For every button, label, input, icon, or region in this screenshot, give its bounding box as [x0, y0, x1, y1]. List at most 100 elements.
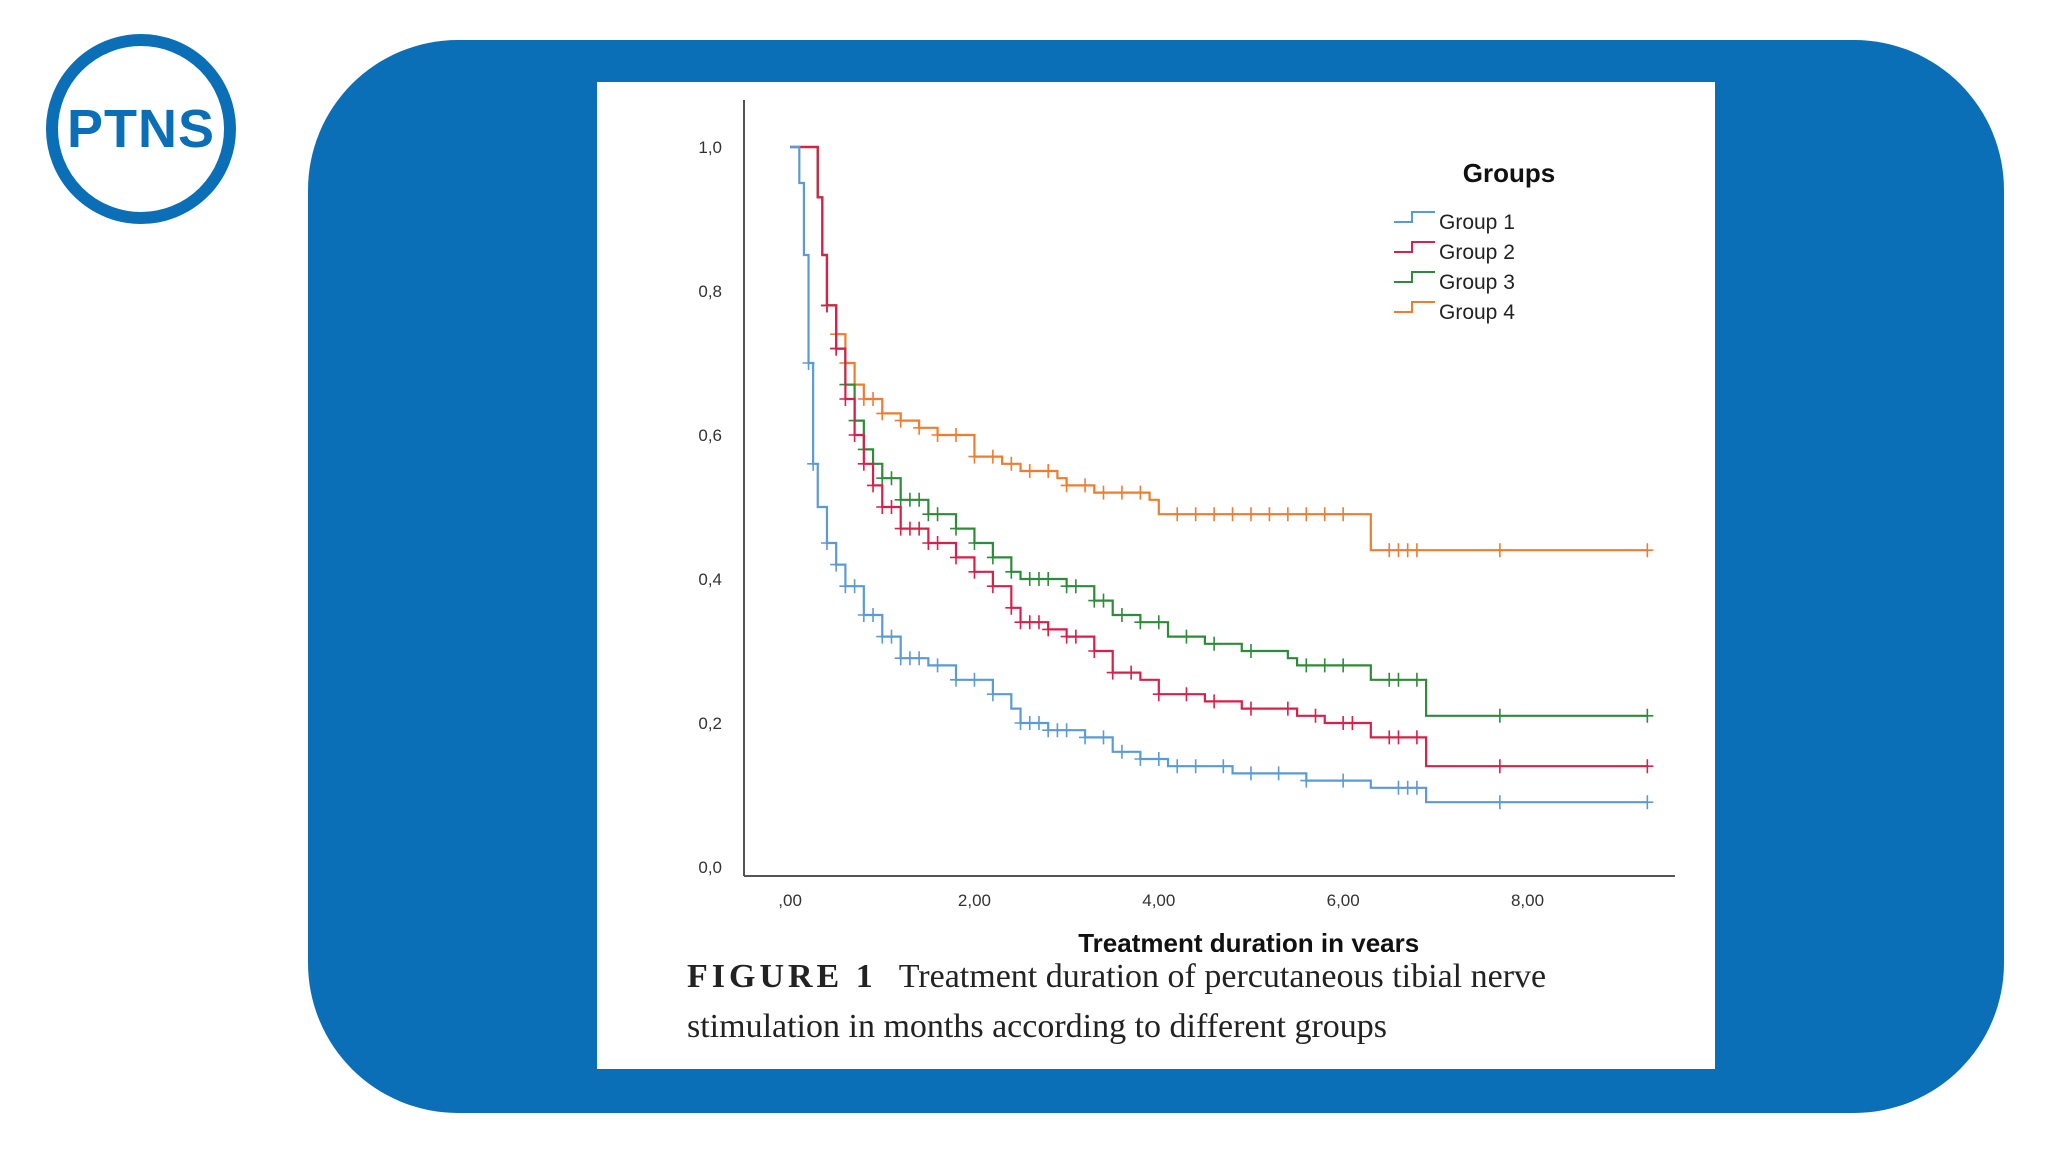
censor-mark	[1079, 730, 1092, 745]
censor-mark	[968, 672, 981, 687]
censor-mark	[1005, 600, 1018, 615]
censor-mark	[848, 579, 861, 594]
figure-card: 0,0 0,2 0,4 0,6 0,8 1,0 ,00 2,00 4,00 6,00 8,00 Gr…	[597, 82, 1715, 1069]
censor-mark	[1493, 795, 1506, 810]
censor-mark	[931, 658, 944, 673]
censor-mark	[1088, 644, 1101, 658]
censor-mark	[1410, 672, 1423, 687]
censor-mark	[1115, 608, 1128, 622]
censor-mark	[1189, 507, 1202, 522]
y-tick-label: 0,0	[698, 858, 722, 877]
x-tick-label: 2,00	[958, 891, 991, 910]
censor-mark	[1263, 507, 1276, 522]
x-tick-label: 4,00	[1142, 891, 1175, 910]
censor-mark	[950, 672, 963, 687]
censor-mark	[830, 341, 843, 356]
censor-mark	[1042, 464, 1055, 478]
series-group-1	[790, 145, 1654, 810]
censor-mark	[931, 507, 944, 522]
y-tick-label: 0,4	[698, 570, 722, 589]
censor-mark	[1300, 773, 1313, 788]
censor-mark	[1410, 780, 1423, 795]
x-axis-title: Treatment duration in years	[1078, 928, 1419, 952]
x-tick-label: 6,00	[1327, 891, 1360, 910]
censor-mark	[1208, 507, 1221, 522]
censor-mark	[1060, 478, 1073, 493]
censor-mark	[1069, 579, 1082, 594]
censor-mark	[950, 521, 963, 536]
legend-swatch	[1394, 301, 1435, 313]
chart-axes: 0,0 0,2 0,4 0,6 0,8 1,0 ,00 2,00 4,00 6,00 8,00	[698, 100, 1675, 910]
y-tick-label: 1,0	[698, 138, 722, 157]
censor-mark	[986, 687, 999, 702]
censor-mark	[931, 536, 944, 550]
censor-mark	[968, 449, 981, 464]
censor-mark	[1318, 658, 1331, 673]
censor-mark	[1392, 672, 1405, 687]
censor-mark	[1392, 730, 1405, 745]
censor-mark	[1180, 687, 1193, 702]
censor-mark	[950, 550, 963, 565]
censor-mark	[1005, 456, 1018, 471]
censor-mark	[885, 471, 898, 486]
censor-mark	[968, 536, 981, 550]
censor-mark	[1493, 708, 1506, 723]
legend-label: Group 4	[1439, 301, 1515, 324]
censor-mark	[1208, 694, 1221, 709]
censor-mark	[1042, 572, 1055, 586]
censor-mark	[913, 420, 926, 435]
censor-mark	[1079, 478, 1092, 493]
censor-mark	[1115, 744, 1128, 759]
censor-mark	[913, 521, 926, 536]
censor-mark	[1171, 759, 1184, 774]
censor-mark	[1346, 716, 1359, 730]
logo-text: PTNS	[66, 99, 216, 159]
censor-mark	[885, 500, 898, 514]
censor-mark	[807, 456, 820, 471]
ptns-logo: PTNS	[46, 34, 236, 224]
censor-mark	[1493, 543, 1506, 558]
censor-mark	[1152, 615, 1165, 630]
censor-mark	[1097, 593, 1110, 608]
legend-label: Group 2	[1439, 241, 1515, 264]
censor-mark	[931, 428, 944, 442]
censor-mark	[1208, 636, 1221, 651]
kaplan-meier-chart: 0,0 0,2 0,4 0,6 0,8 1,0 ,00 2,00 4,00 6,00 8,00 Gr…	[698, 100, 1675, 952]
censor-mark	[876, 406, 889, 421]
censor-mark	[1410, 543, 1423, 558]
censor-mark	[1134, 485, 1147, 500]
censor-mark	[1134, 752, 1147, 766]
censor-mark	[867, 608, 880, 622]
censor-mark	[1106, 665, 1119, 680]
chart-series	[790, 145, 1654, 810]
y-tick-label: 0,6	[698, 426, 722, 445]
legend-title: Groups	[1463, 158, 1555, 188]
censor-mark	[1318, 507, 1331, 522]
censor-mark	[1005, 564, 1018, 579]
censor-mark	[1281, 507, 1294, 522]
censor-mark	[986, 550, 999, 565]
censor-mark	[1337, 507, 1350, 522]
censor-mark	[1069, 629, 1082, 644]
figure-caption: FIGURE 1 Treatment duration of percutaneo…	[687, 952, 1687, 1052]
censor-mark	[839, 392, 852, 406]
censor-mark	[1032, 615, 1045, 630]
censor-mark	[1244, 701, 1257, 716]
censor-mark	[1641, 759, 1654, 774]
censor-mark	[885, 629, 898, 644]
censor-mark	[1300, 507, 1313, 522]
censor-mark	[820, 536, 833, 550]
censor-mark	[1134, 615, 1147, 630]
censor-mark	[968, 564, 981, 579]
series-group-2	[790, 145, 1654, 774]
figure-label: FIGURE 1	[687, 958, 877, 995]
censor-mark	[1272, 766, 1285, 781]
y-tick-label: 0,2	[698, 714, 722, 733]
legend-swatch	[1394, 271, 1435, 283]
legend-label: Group 1	[1439, 211, 1515, 234]
censor-mark	[1032, 716, 1045, 730]
censor-mark	[1337, 658, 1350, 673]
censor-mark	[1226, 507, 1239, 522]
censor-mark	[1060, 723, 1073, 738]
censor-mark	[1641, 543, 1654, 558]
